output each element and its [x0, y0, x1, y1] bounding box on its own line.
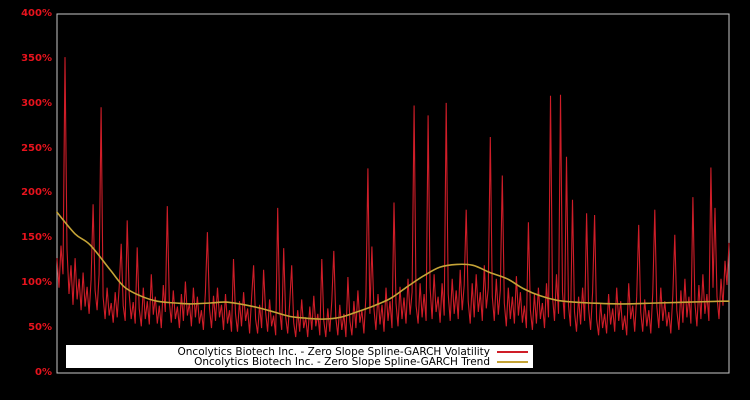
y-tick-label: 400%	[21, 8, 52, 19]
y-axis: 400% 350% 300% 250% 200% 150% 100% 50% 0…	[0, 0, 52, 400]
trend-series-line	[56, 211, 730, 320]
y-tick-label: 100%	[21, 277, 52, 288]
y-tick-label: 200%	[21, 187, 52, 198]
y-tick-label: 50%	[28, 322, 52, 333]
y-tick-label: 350%	[21, 53, 52, 64]
y-tick-label: 150%	[21, 232, 52, 243]
volatility-line-swatch	[497, 350, 528, 353]
y-tick-label: 0%	[35, 367, 52, 378]
plot-border	[56, 13, 730, 374]
legend-box: Oncolytics Biotech Inc. - Zero Slope Spl…	[66, 345, 533, 368]
y-tick-label: 250%	[21, 143, 52, 154]
volatility-series-line	[56, 57, 730, 338]
legend-label-volatility: Oncolytics Biotech Inc. - Zero Slope Spl…	[177, 345, 491, 358]
legend-label-trend: Oncolytics Biotech Inc. - Zero Slope Spl…	[194, 355, 490, 368]
legend-entry-volatility: Oncolytics Biotech Inc. - Zero Slope Spl…	[66, 345, 528, 358]
legend-entry-trend: Oncolytics Biotech Inc. - Zero Slope Spl…	[66, 355, 528, 368]
trend-line-swatch	[497, 360, 528, 363]
y-tick-label: 300%	[21, 98, 52, 109]
